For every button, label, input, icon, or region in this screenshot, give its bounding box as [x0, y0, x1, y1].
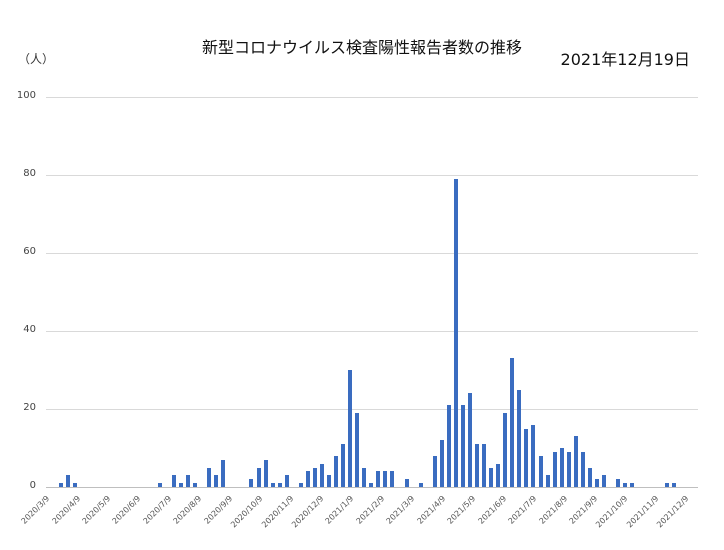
- gridline: [46, 253, 698, 254]
- bar: [538, 455, 543, 487]
- bar: [171, 475, 176, 487]
- bar: [341, 444, 346, 487]
- bar: [312, 467, 317, 487]
- x-tick-label: 2020/4/9: [50, 494, 82, 526]
- y-tick-label: 0: [29, 480, 36, 491]
- y-axis-unit: （人）: [18, 52, 55, 66]
- bar: [665, 483, 670, 487]
- y-tick-label: 40: [23, 324, 36, 335]
- bar: [355, 412, 360, 487]
- y-tick-label: 80: [23, 168, 36, 179]
- bar: [524, 428, 529, 487]
- x-tick-label: 2021/6/9: [476, 494, 508, 526]
- bar: [348, 370, 353, 487]
- bar: [298, 483, 303, 487]
- bar: [616, 479, 621, 487]
- bar: [59, 483, 64, 487]
- report-date: 2021年12月19日: [560, 50, 690, 69]
- bar: [327, 475, 331, 487]
- gridline: [46, 175, 698, 176]
- bar: [559, 448, 564, 487]
- bar: [601, 475, 606, 487]
- bar: [475, 444, 480, 487]
- bar: [460, 405, 465, 487]
- bar: [545, 475, 550, 487]
- bar: [270, 483, 275, 487]
- x-tick-label: 2021/4/9: [415, 494, 448, 526]
- bar: [284, 475, 289, 487]
- bar: [249, 479, 254, 487]
- y-tick-label: 100: [16, 90, 36, 101]
- bar: [587, 467, 592, 487]
- bar: [566, 451, 571, 487]
- x-tick-label: 2021/3/9: [384, 494, 417, 526]
- gridline: [46, 97, 698, 98]
- x-tick-label: 2020/11/9: [259, 494, 295, 530]
- x-tick-label: 2020/8/9: [171, 494, 204, 526]
- bar: [672, 483, 677, 487]
- bar: [186, 475, 190, 487]
- bar: [446, 405, 451, 487]
- bar: [256, 467, 261, 487]
- bar: [623, 483, 628, 487]
- bar: [580, 451, 585, 487]
- bar: [503, 412, 508, 487]
- bar: [630, 483, 635, 487]
- x-tick-label: 2021/12/9: [655, 494, 691, 530]
- bar: [404, 479, 409, 487]
- bar: [517, 389, 522, 487]
- bar: [221, 459, 226, 487]
- bar: [66, 475, 71, 487]
- bar: [510, 358, 515, 487]
- bar: [305, 471, 310, 487]
- x-tick-label: 2021/10/9: [594, 494, 630, 530]
- bar: [418, 483, 423, 487]
- x-tick-label: 2021/11/9: [624, 494, 661, 530]
- bar: [573, 436, 578, 487]
- bar: [263, 459, 268, 487]
- bar: [376, 471, 381, 487]
- x-tick-label: 2020/6/9: [110, 494, 143, 526]
- x-tick-label: 2021/2/9: [354, 494, 387, 526]
- bar: [390, 471, 395, 487]
- bar: [369, 483, 374, 487]
- chart-title: 新型コロナウイルス検査陽性報告者数の推移: [201, 38, 522, 57]
- bar: [73, 483, 78, 487]
- bar: [277, 483, 282, 487]
- bar: [496, 463, 501, 487]
- x-tick-label: 2021/1/9: [323, 494, 356, 526]
- bar: [453, 178, 458, 487]
- bar: [468, 393, 472, 487]
- x-tick-label: 2021/8/9: [537, 494, 569, 526]
- x-tick-label: 2020/7/9: [141, 494, 174, 526]
- bar: [362, 467, 367, 487]
- bar: [157, 483, 162, 487]
- bar: [383, 471, 388, 487]
- x-tick-label: 2020/3/9: [19, 494, 52, 526]
- bar: [432, 455, 437, 487]
- gridline: [46, 409, 698, 410]
- gridline: [46, 487, 698, 488]
- bar: [439, 440, 444, 487]
- bar: [178, 483, 183, 487]
- bar: [552, 451, 557, 487]
- y-tick-label: 20: [23, 402, 36, 413]
- y-tick-label: 60: [23, 246, 36, 257]
- x-tick-label: 2020/5/9: [80, 494, 113, 526]
- bar: [214, 475, 219, 487]
- bar: [193, 483, 198, 487]
- bar: [319, 463, 324, 487]
- gridline: [46, 331, 698, 332]
- bar: [334, 455, 339, 487]
- bar: [489, 467, 494, 487]
- bar: [531, 424, 536, 487]
- x-tick-label: 2020/10/9: [229, 494, 265, 530]
- bar: [594, 479, 599, 487]
- x-tick-label: 2021/5/9: [445, 494, 478, 526]
- bar: [482, 444, 487, 487]
- bar: [207, 467, 212, 487]
- x-tick-label: 2021/7/9: [506, 494, 539, 526]
